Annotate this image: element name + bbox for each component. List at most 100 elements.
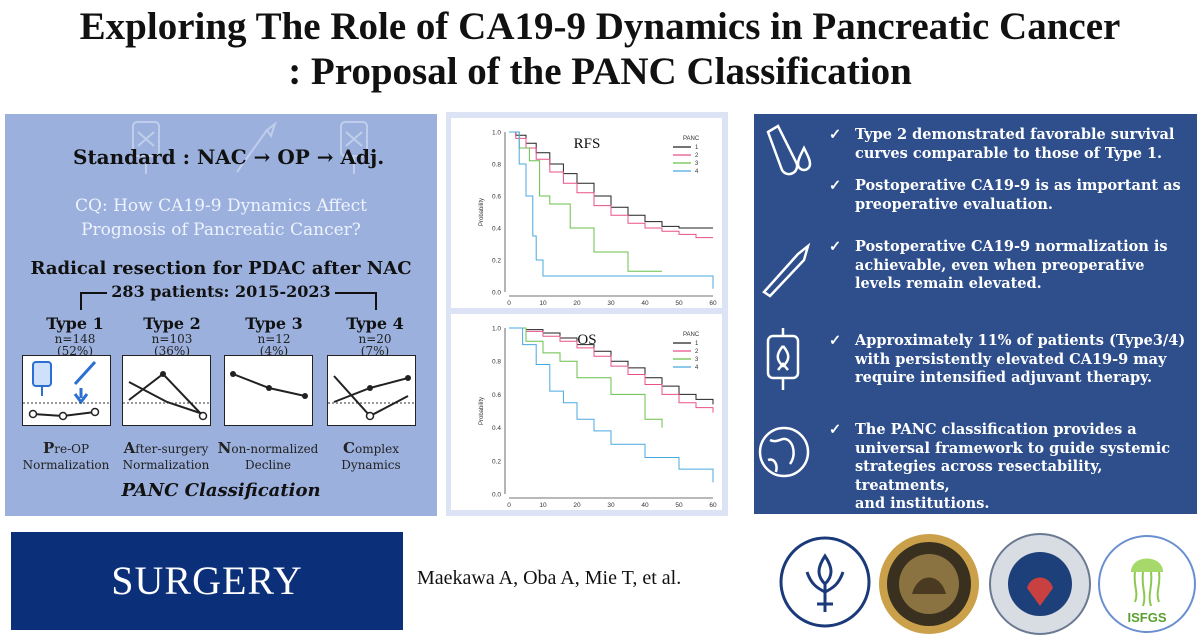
check-icon: ✓ [829,238,842,255]
y-axis-label: Probability [479,198,485,226]
finding-line: Postoperative CA19-9 is as important as [855,177,1181,194]
x-tick-label: 10 [539,502,547,509]
caption-initial: A [123,439,136,457]
finding-line: with persistently elevated CA19-9 may [855,350,1167,368]
arrow-down-icon [73,388,89,405]
x-tick-label: 10 [539,300,547,307]
study-design-panel: Standard : NAC → OP → Adj. CQ: How CA19-… [5,114,437,516]
y-tick-label: 0.2 [492,258,501,265]
km-curve-3 [509,327,663,428]
type-n: n=20 [358,332,392,346]
legend-label-3: 3 [695,161,699,167]
type-4-header: Type 4 n=20 (7%) [327,314,423,357]
type-name: Type 1 [46,314,104,333]
type-n: n=103 [151,332,193,346]
legend-title: PANC [683,332,700,338]
survival-curves-panel: 0.0 0.2 0.4 0.6 0.8 1.0 0 10 20 30 40 50 60 Probabili… [446,112,728,516]
legend-label-2: 2 [695,153,699,159]
y-tick-label: 0.0 [492,492,501,499]
trend-line-b [333,375,409,418]
km-curve-4 [509,131,714,289]
journal-logo: SURGERY [11,532,403,630]
type-2-header: Type 2 n=103 (36%) [124,314,220,357]
x-tick-label: 20 [573,300,581,307]
finding-line: preoperative evaluation. [855,195,1053,213]
standard-treatment: Standard : NAC → OP → Adj. [73,145,385,169]
rfs-chart: 0.0 0.2 0.4 0.6 0.8 1.0 0 10 20 30 40 50 60 Probabili… [451,118,722,308]
finding-line: The PANC classification provides a [855,421,1137,438]
x-tick-label: 40 [641,502,649,509]
chart-title: RFS [574,136,601,152]
cq-line-2: Prognosis of Pancreatic Cancer? [81,220,361,240]
finding-5: ✓ The PANC classification provides a uni… [829,421,1197,514]
y-tick-label: 0.0 [492,290,501,297]
finding-2: ✓ Postoperative CA19-9 is as important a… [829,177,1181,214]
finding-line: achievable, even when preoperative [855,256,1145,274]
finding-4: ✓ Approximately 11% of patients (Type3/4… [829,332,1185,388]
x-tick-label: 60 [709,300,717,307]
type-2-pattern [122,355,211,426]
finding-3: ✓ Postoperative CA19-9 normalization is … [829,238,1168,294]
x-tick-label: 20 [573,502,581,509]
globe-icon [758,426,810,478]
type-1-caption: Pre-OP Normalization [11,440,121,473]
type-name: Type 2 [143,314,201,333]
caption-initial: C [343,439,355,457]
iv-bag-icon [132,121,160,174]
finding-1: ✓ Type 2 demonstrated favorable survival… [829,126,1174,163]
patients-label: 283 patients: 2015-2023 [5,282,437,301]
check-icon: ✓ [829,126,842,143]
american-association-of-endocrine-surgeons-logo [989,533,1091,635]
iv-bag-ribbon-icon [766,328,800,390]
x-tick-label: 30 [607,502,615,509]
check-icon: ✓ [829,421,842,438]
y-axis-label: Probability [479,397,485,425]
panc-classification-label: PANC Classification [121,480,321,501]
type-3-header: Type 3 n=12 (4%) [226,314,322,357]
trend-line-a [128,381,204,415]
title-line-2: : Proposal of the PANC Classification [288,50,912,93]
clinical-question: CQ: How CA19-9 Dynamics Affect Prognosis… [5,194,437,242]
type-2-caption: After-surgery Normalization [111,440,221,473]
y-tick-label: 0.6 [492,392,501,399]
treatment-icons-watermark [132,121,368,174]
caption-line2: Normalization [122,458,210,472]
type-3-caption: Non-normalized Decline [213,440,323,473]
findings-icons [758,124,812,478]
y-tick-label: 0.2 [492,458,501,465]
central-surgical-association-logo [879,534,979,634]
caption-initial: P [42,439,55,457]
caption-line2: Decline [245,458,291,472]
type-pct: (36%) [153,344,191,358]
type-n: n=148 [54,332,96,346]
caption-initial: N [217,439,232,457]
legend-label-1: 1 [695,341,699,347]
y-tick-label: 0.4 [492,425,501,432]
x-tick-label: 60 [709,502,717,509]
type-4-pattern [327,355,416,426]
y-tick-label: 1.0 [492,130,501,137]
os-chart: 0.0 0.2 0.4 0.6 0.8 1.0 0 10 20 30 40 50 60 Probabili… [451,314,722,510]
type-name: Type 3 [245,314,303,333]
type-pct: (4%) [259,344,289,358]
chart-title: OS [577,332,596,348]
legend-title: PANC [683,136,700,142]
page-title: Exploring The Role of CA19-9 Dynamics in… [0,4,1200,94]
x-tick-label: 40 [641,300,649,307]
type-1-header: Type 1 n=148 (52%) [27,314,123,357]
caption-rest: omplex [354,442,399,456]
radical-resection-label: Radical resection for PDAC after NAC [30,258,412,279]
x-tick-label: 0 [507,502,511,509]
type-name: Type 4 [346,314,404,333]
y-tick-label: 0.6 [492,194,501,201]
legend-label-1: 1 [695,145,699,151]
km-curve-2 [509,327,714,413]
scalpel-icon [762,242,811,298]
finding-line: Type 2 demonstrated favorable survival [855,126,1175,143]
key-findings-panel: ✓ Type 2 demonstrated favorable survival… [754,114,1197,514]
cq-line-1: CQ: How CA19-9 Dynamics Affect [75,196,367,216]
check-icon: ✓ [829,177,842,194]
x-tick-label: 0 [507,300,511,307]
society-of-university-surgeons-logo [779,536,871,628]
check-icon: ✓ [829,332,842,349]
